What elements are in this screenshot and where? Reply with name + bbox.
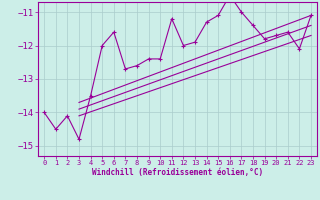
X-axis label: Windchill (Refroidissement éolien,°C): Windchill (Refroidissement éolien,°C) xyxy=(92,168,263,177)
